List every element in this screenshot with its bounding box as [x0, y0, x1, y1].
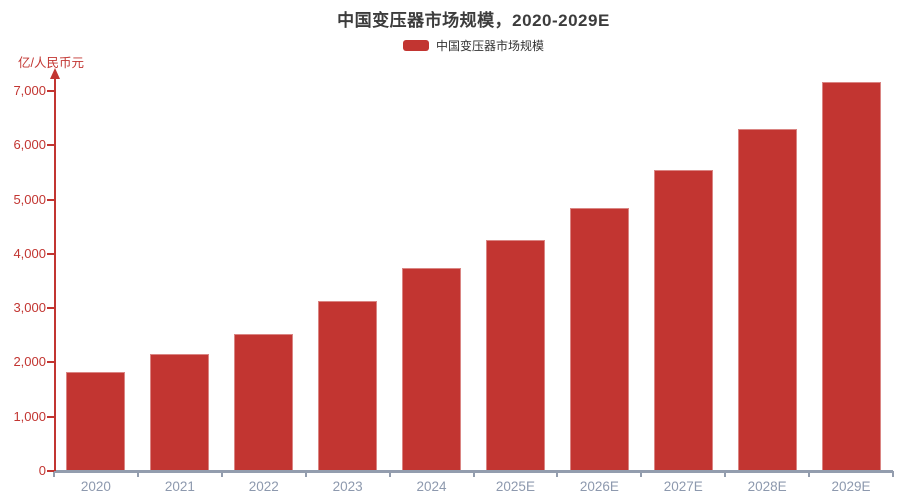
y-tick-label: 7,000 — [13, 83, 46, 98]
x-tick-label: 2025E — [495, 479, 535, 494]
x-tick-mark — [724, 471, 727, 477]
y-tick-mark — [47, 361, 54, 364]
bar-2027E — [653, 170, 713, 471]
y-tick-mark — [47, 90, 54, 92]
x-tick-mark — [808, 471, 811, 477]
x-tick-label: 2021 — [164, 479, 195, 494]
y-tick-label: 2,000 — [13, 354, 46, 370]
x-tick-label: 2029E — [831, 479, 871, 494]
x-tick-mark — [640, 471, 643, 477]
x-tick-label: 2024 — [416, 479, 447, 494]
legend-item[interactable]: 中国变压器市场规模 — [54, 36, 893, 54]
x-tick-mark — [892, 471, 894, 477]
y-tick-mark — [47, 252, 54, 255]
x-tick-label: 2022 — [248, 479, 279, 494]
x-tick-mark — [388, 471, 391, 477]
y-tick-mark — [47, 198, 54, 201]
chart-title: 中国变压器市场规模，2020-2029E — [337, 11, 610, 30]
x-tick-mark — [136, 471, 139, 477]
x-tick-label: 2023 — [332, 479, 363, 494]
x-tick-label: 2026E — [579, 479, 619, 494]
bar-2026E — [569, 208, 629, 471]
y-tick-label: 6,000 — [13, 137, 46, 153]
y-tick-mark — [47, 307, 54, 310]
x-tick-mark — [556, 471, 559, 477]
bar-2020 — [66, 372, 126, 471]
y-axis-unit-label: 亿/人民币元 — [18, 56, 84, 70]
bar-2022 — [234, 334, 294, 471]
y-tick-label: 5,000 — [13, 191, 46, 207]
x-tick-mark — [220, 471, 223, 477]
y-tick-label: 0 — [38, 463, 46, 478]
x-tick-label: 2027E — [663, 479, 703, 494]
y-tick-mark — [47, 415, 54, 418]
legend-label: 中国变压器市场规模 — [435, 38, 544, 53]
bar-2025E — [485, 240, 545, 471]
x-tick-mark — [304, 471, 307, 477]
bar-2029E — [821, 82, 881, 471]
y-axis-line — [54, 77, 56, 471]
x-tick-label: 2028E — [747, 479, 787, 494]
y-axis-arrow-icon — [50, 68, 60, 79]
bar-2021 — [150, 354, 210, 471]
y-tick-label: 3,000 — [13, 300, 46, 316]
x-tick-mark — [53, 471, 55, 477]
bar-2028E — [737, 129, 797, 471]
y-tick-mark — [47, 470, 54, 472]
bar-2023 — [318, 301, 378, 471]
y-tick-label: 4,000 — [13, 245, 46, 261]
y-tick-mark — [47, 144, 54, 147]
legend-swatch-icon — [402, 39, 429, 51]
y-tick-label: 1,000 — [13, 408, 46, 424]
x-tick-mark — [472, 471, 475, 477]
bar-2024 — [402, 268, 462, 471]
x-tick-label: 2020 — [80, 479, 111, 494]
